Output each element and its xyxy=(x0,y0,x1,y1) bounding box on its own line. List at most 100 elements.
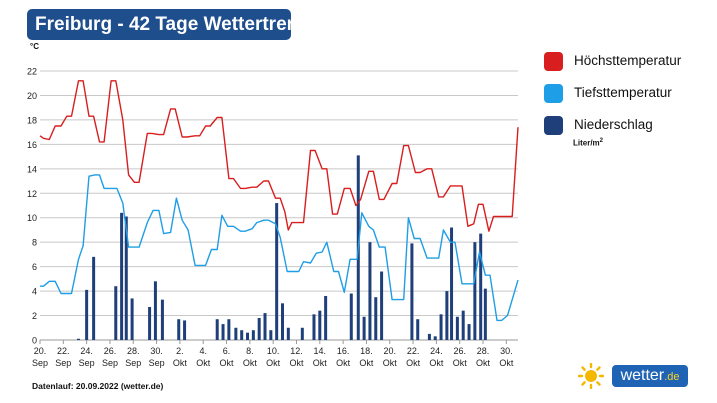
y-tick-label: 20 xyxy=(27,91,37,101)
precipitation-bar xyxy=(416,319,420,340)
x-tick-label-month: Okt xyxy=(453,358,468,368)
legend-swatch-precipitation xyxy=(544,116,563,135)
x-tick-label-day: 26. xyxy=(104,346,117,356)
y-tick-label: 12 xyxy=(27,189,37,199)
logo-wordmark: wetter.de xyxy=(612,365,688,387)
precipitation-bar xyxy=(280,303,284,340)
chart-title: Freiburg - 42 Tage Wettertrend xyxy=(27,9,310,40)
precipitation-bar xyxy=(427,333,431,340)
x-tick-label-day: 6. xyxy=(223,346,231,356)
legend-swatch-max-temp xyxy=(544,52,563,71)
x-tick-label-month: Sep xyxy=(102,358,118,368)
precipitation-bar xyxy=(324,295,328,340)
x-tick-label-day: 10. xyxy=(267,346,280,356)
x-tick-label-day: 20. xyxy=(34,346,47,356)
x-tick-label-day: 28. xyxy=(127,346,140,356)
x-tick-label-month: Okt xyxy=(406,358,421,368)
precipitation-bar xyxy=(120,212,124,340)
precipitation-bar xyxy=(479,233,483,340)
x-tick-label-day: 24. xyxy=(430,346,443,356)
x-tick-label-month: Sep xyxy=(149,358,165,368)
x-tick-label-month: Okt xyxy=(266,358,281,368)
x-tick-label-month: Okt xyxy=(313,358,328,368)
precipitation-bar xyxy=(183,320,187,340)
x-tick-label-day: 30. xyxy=(150,346,163,356)
precipitation-bar xyxy=(227,319,231,340)
min-temp-line xyxy=(40,174,519,322)
legend-label-max-temp: Höchsttemperatur xyxy=(574,53,682,68)
legend-item-max-temp: Höchsttemperatur xyxy=(544,52,717,72)
precipitation-bar xyxy=(234,327,238,340)
precipitation-bar xyxy=(455,316,459,340)
x-tick-label-day: 18. xyxy=(360,346,373,356)
precipitation-bar xyxy=(246,332,250,340)
y-tick-label: 4 xyxy=(32,287,37,297)
precipitation-bar xyxy=(467,324,471,340)
y-tick-label: 16 xyxy=(27,140,37,150)
logo-tld-text: .de xyxy=(664,371,680,383)
x-tick-label-day: 26. xyxy=(453,346,466,356)
precipitation-bar xyxy=(92,256,96,340)
precipitation-bar xyxy=(312,314,316,340)
precipitation-bar xyxy=(368,242,372,340)
precipitation-bar xyxy=(76,338,80,340)
x-tick-label-month: Okt xyxy=(429,358,444,368)
precipitation-bar xyxy=(160,299,164,340)
y-tick-label: 6 xyxy=(32,262,37,272)
x-tick-label-month: Okt xyxy=(196,358,211,368)
sun-icon xyxy=(578,363,604,389)
precipitation-bar xyxy=(275,203,279,340)
x-tick-label-month: Okt xyxy=(336,358,351,368)
x-tick-label-month: Okt xyxy=(499,358,514,368)
y-tick-label: 18 xyxy=(27,115,37,125)
x-tick-label-day: 14. xyxy=(314,346,327,356)
precipitation-bar xyxy=(85,289,89,340)
precipitation-bar xyxy=(263,313,267,340)
x-tick-label-month: Okt xyxy=(383,358,398,368)
x-tick-label-month: Okt xyxy=(243,358,258,368)
legend-label-precipitation: Niederschlag xyxy=(574,117,653,132)
precipitation-bar xyxy=(362,316,366,340)
x-tick-label-month: Sep xyxy=(55,358,71,368)
precipitation-bar xyxy=(433,336,437,340)
x-tick-label-month: Sep xyxy=(32,358,48,368)
precipitation-bar xyxy=(240,330,244,340)
y-tick-label: 22 xyxy=(27,67,37,77)
precipitation-bar xyxy=(215,319,219,340)
x-tick-label-day: 2. xyxy=(176,346,184,356)
y-tick-label: 0 xyxy=(32,336,37,346)
precipitation-bar xyxy=(380,271,384,340)
legend-swatch-min-temp xyxy=(544,84,563,103)
y-axis-unit: °C xyxy=(30,42,39,51)
x-tick-label-day: 16. xyxy=(337,346,350,356)
y-tick-label: 2 xyxy=(32,311,37,321)
legend-label-min-temp: Tiefsttemperatur xyxy=(574,85,672,100)
precipitation-bar xyxy=(445,291,449,340)
x-tick-label-month: Okt xyxy=(220,358,235,368)
y-tick-label: 8 xyxy=(32,238,37,248)
legend-item-min-temp: Tiefsttemperatur xyxy=(544,84,717,104)
precipitation-unit: Liter/m2 xyxy=(573,138,603,148)
precipitation-unit-text: Liter/m xyxy=(573,138,600,148)
precipitation-bar xyxy=(374,297,378,340)
precipitation-bar xyxy=(300,327,304,340)
x-tick-label-day: 30. xyxy=(500,346,513,356)
precipitation-bar xyxy=(124,216,128,340)
x-tick-label-day: 22. xyxy=(57,346,70,356)
precipitation-bar xyxy=(349,293,353,340)
precipitation-bar xyxy=(461,310,465,340)
precipitation-bar xyxy=(269,330,273,340)
x-tick-label-month: Sep xyxy=(79,358,95,368)
x-tick-label-month: Okt xyxy=(359,358,374,368)
x-tick-label-day: 24. xyxy=(80,346,93,356)
precipitation-bar xyxy=(114,286,118,340)
x-tick-label-month: Sep xyxy=(125,358,141,368)
y-tick-label: 10 xyxy=(27,213,37,223)
precipitation-bar xyxy=(473,242,477,340)
wetter-de-logo: wetter.de xyxy=(578,362,690,390)
precipitation-bar xyxy=(153,281,157,340)
max-temp-line xyxy=(39,80,519,232)
precipitation-bar xyxy=(318,310,322,340)
precipitation-bar xyxy=(483,288,487,340)
x-tick-label-month: Okt xyxy=(173,358,188,368)
